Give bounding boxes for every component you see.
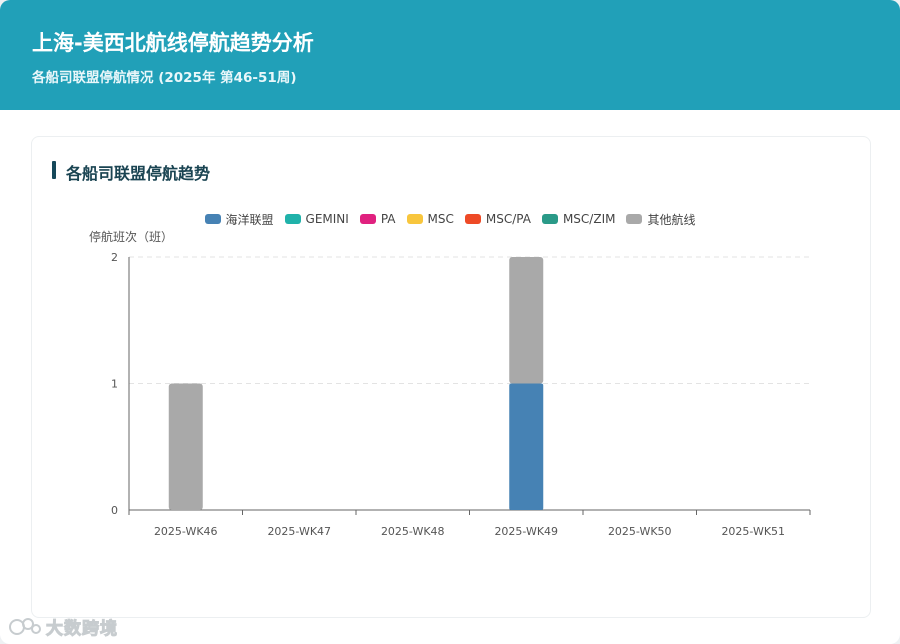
watermark: 大数跨境 xyxy=(8,614,118,640)
legend-swatch xyxy=(406,214,423,224)
y-tick-label: 0 xyxy=(111,504,118,517)
page-title: 上海-美西北航线停航趋势分析 xyxy=(32,31,314,55)
x-tick-label: 2025-WK48 xyxy=(381,525,445,538)
bar-segment xyxy=(509,257,544,384)
legend-label: PA xyxy=(380,212,396,226)
legend-item[interactable]: MSC xyxy=(406,212,454,226)
legend-swatch xyxy=(359,214,376,224)
legend-item[interactable]: 海洋联盟 xyxy=(204,211,274,228)
x-tick-label: 2025-WK46 xyxy=(154,525,218,538)
legend-label: MSC/ZIM xyxy=(562,212,616,226)
card-title: 各船司联盟停航趋势 xyxy=(66,164,211,183)
x-tick-label: 2025-WK49 xyxy=(494,525,558,538)
y-tick-label: 1 xyxy=(111,378,118,391)
header-banner: 上海-美西北航线停航趋势分析 各船司联盟停航情况 (2025年 第46-51周) xyxy=(0,0,900,110)
legend-label: GEMINI xyxy=(305,212,349,226)
page-subtitle: 各船司联盟停航情况 (2025年 第46-51周) xyxy=(32,70,297,86)
bar-segment xyxy=(509,383,544,510)
legend-label: 海洋联盟 xyxy=(225,212,274,227)
legend-label: MSC xyxy=(427,212,454,226)
legend-swatch xyxy=(204,214,221,224)
legend-item[interactable]: 其他航线 xyxy=(626,211,695,228)
bar-segment xyxy=(168,383,203,510)
chart-legend: 海洋联盟 GEMINI PA MSC MSC/PA MSC/ZIM 其他航线 xyxy=(0,210,900,228)
legend-swatch xyxy=(464,214,481,224)
chart-card xyxy=(31,136,871,618)
x-tick-label: 2025-WK47 xyxy=(267,525,331,538)
legend-swatch xyxy=(626,214,643,224)
y-tick-label: 2 xyxy=(111,251,118,264)
legend-swatch xyxy=(541,214,558,224)
legend-item[interactable]: MSC/ZIM xyxy=(541,212,616,226)
legend-swatch xyxy=(284,214,301,224)
x-tick-label: 2025-WK51 xyxy=(721,525,785,538)
legend-item[interactable]: GEMINI xyxy=(284,212,349,226)
y-axis-title: 停航班次（班） xyxy=(89,230,174,244)
watermark-logo-icon xyxy=(9,617,41,635)
watermark-text: 大数跨境 xyxy=(46,619,118,640)
legend-item[interactable]: PA xyxy=(359,212,396,226)
legend-item[interactable]: MSC/PA xyxy=(464,212,531,226)
x-tick-label: 2025-WK50 xyxy=(608,525,672,538)
legend-label: 其他航线 xyxy=(647,212,696,227)
legend-label: MSC/PA xyxy=(485,212,531,226)
card-title-accent xyxy=(52,161,56,179)
